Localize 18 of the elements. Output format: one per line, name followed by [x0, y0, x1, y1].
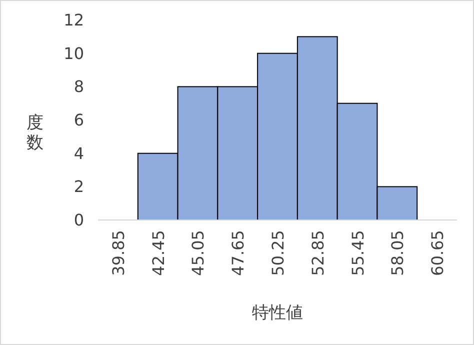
y-tick-label: 12: [64, 10, 84, 30]
x-tick-label: 60.65: [428, 230, 448, 276]
y-tick-label: 0: [74, 210, 84, 230]
x-axis-title: 特性値: [252, 303, 303, 323]
x-tick-label: 50.25: [268, 230, 288, 276]
y-tick-label: 8: [74, 77, 84, 96]
y-axis-title: 度数: [26, 113, 44, 153]
y-tick-label: 2: [74, 177, 84, 196]
x-tick-label: 45.05: [188, 230, 208, 276]
y-tick-label: 10: [64, 44, 84, 63]
y-tick-label: 6: [74, 110, 84, 130]
x-tick-label: 47.65: [228, 230, 248, 276]
x-tick-label: 52.85: [308, 230, 328, 276]
x-tick-label: 39.85: [108, 230, 128, 276]
x-tick-label: 55.45: [348, 230, 368, 276]
y-tick-label: 4: [74, 144, 84, 163]
x-tick-label: 58.05: [388, 230, 408, 276]
x-tick-label: 42.45: [148, 230, 168, 276]
